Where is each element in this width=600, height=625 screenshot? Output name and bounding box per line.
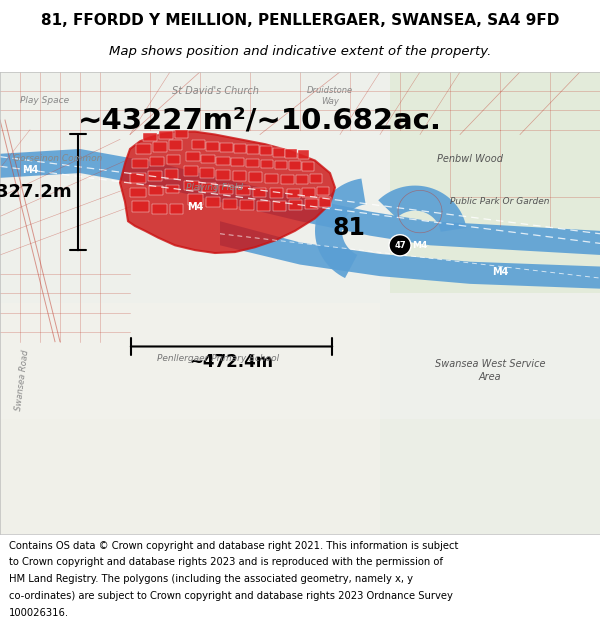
Bar	[305, 199, 318, 209]
Polygon shape	[220, 221, 600, 289]
Bar	[275, 161, 287, 169]
Bar	[165, 169, 178, 179]
Text: 81: 81	[333, 216, 366, 240]
Text: ~43227m²/~10.682ac.: ~43227m²/~10.682ac.	[78, 106, 442, 134]
Bar	[260, 146, 272, 155]
Bar	[192, 140, 205, 149]
Bar	[310, 174, 322, 182]
Polygon shape	[0, 303, 380, 534]
Text: Map shows position and indicative extent of the property.: Map shows position and indicative extent…	[109, 45, 491, 58]
Bar	[240, 200, 254, 209]
Text: co-ordinates) are subject to Crown copyright and database rights 2023 Ordnance S: co-ordinates) are subject to Crown copyr…	[9, 591, 453, 601]
Text: St David's Church: St David's Church	[172, 86, 259, 96]
Bar	[223, 199, 237, 209]
Polygon shape	[0, 72, 600, 534]
Text: Contains OS data © Crown copyright and database right 2021. This information is : Contains OS data © Crown copyright and d…	[9, 541, 458, 551]
Bar	[287, 189, 300, 198]
Bar	[273, 201, 286, 211]
Bar	[148, 171, 162, 181]
Text: ~327.2m: ~327.2m	[0, 183, 72, 201]
Polygon shape	[390, 72, 600, 294]
Text: Swansea West Service
Area: Swansea West Service Area	[435, 359, 545, 382]
Bar	[302, 162, 314, 171]
Text: M4: M4	[22, 165, 38, 175]
Bar	[184, 181, 199, 191]
Bar	[298, 150, 309, 159]
Polygon shape	[120, 132, 335, 253]
Text: 81, FFORDD Y MEILLION, PENLLERGAER, SWANSEA, SA4 9FD: 81, FFORDD Y MEILLION, PENLLERGAER, SWAN…	[41, 12, 559, 28]
Bar	[234, 144, 246, 152]
Bar	[289, 161, 301, 170]
Bar	[261, 159, 273, 168]
Text: M4: M4	[187, 202, 203, 212]
Bar	[152, 204, 167, 214]
Bar	[132, 201, 149, 212]
Text: HM Land Registry. The polygons (including the associated geometry, namely x, y: HM Land Registry. The polygons (includin…	[9, 574, 413, 584]
Bar	[319, 197, 331, 207]
Text: Swansea Road: Swansea Road	[14, 349, 30, 411]
Bar	[166, 184, 179, 193]
Text: Playing Field: Playing Field	[187, 183, 244, 192]
Bar	[236, 186, 250, 195]
Bar	[167, 155, 180, 164]
Bar	[186, 152, 200, 161]
Bar	[169, 140, 182, 150]
Bar	[285, 149, 297, 158]
Text: Penllergaer Primary School: Penllergaer Primary School	[157, 354, 279, 362]
Bar	[184, 166, 198, 176]
Bar	[200, 168, 214, 178]
Bar	[216, 157, 230, 166]
Bar	[170, 204, 183, 214]
Bar	[219, 184, 233, 194]
Bar	[130, 188, 146, 197]
Bar	[289, 200, 302, 209]
Bar	[201, 155, 215, 163]
Text: ~472.4m: ~472.4m	[189, 353, 273, 371]
Text: Gorseinon Common: Gorseinon Common	[13, 154, 103, 163]
Bar	[296, 175, 308, 184]
Polygon shape	[0, 149, 600, 255]
Bar	[202, 182, 216, 192]
Bar	[249, 172, 262, 182]
Bar	[317, 186, 329, 195]
Polygon shape	[378, 186, 466, 232]
Bar	[188, 194, 203, 205]
Bar	[220, 143, 233, 152]
Bar	[143, 132, 157, 141]
Polygon shape	[0, 419, 600, 534]
Bar	[206, 142, 219, 151]
Bar	[206, 197, 220, 207]
Bar	[130, 173, 146, 182]
Bar	[149, 186, 163, 195]
Bar	[273, 148, 285, 157]
Text: 47: 47	[394, 241, 406, 250]
Text: 100026316.: 100026316.	[9, 608, 69, 618]
Text: M4: M4	[412, 241, 428, 250]
Bar	[132, 159, 148, 168]
Text: Play Space: Play Space	[20, 96, 70, 105]
Bar	[216, 170, 230, 180]
Circle shape	[389, 235, 411, 256]
Bar	[281, 175, 294, 184]
Text: Public Park Or Garden: Public Park Or Garden	[450, 198, 550, 206]
Bar	[247, 145, 259, 154]
Bar	[175, 129, 188, 138]
Bar	[265, 174, 278, 182]
Text: Druidstone
Way: Druidstone Way	[307, 86, 353, 106]
Bar	[246, 159, 259, 168]
Text: to Crown copyright and database rights 2023 and is reproduced with the permissio: to Crown copyright and database rights 2…	[9, 558, 443, 568]
Bar	[150, 157, 164, 166]
Bar	[231, 158, 244, 166]
Bar	[136, 144, 151, 154]
Bar	[270, 189, 283, 198]
Text: M4: M4	[492, 268, 508, 278]
Bar	[253, 188, 266, 197]
Text: Penbwl Wood: Penbwl Wood	[437, 154, 503, 164]
Bar	[233, 171, 246, 181]
Bar	[302, 189, 315, 197]
Bar	[153, 142, 167, 152]
Polygon shape	[315, 179, 365, 278]
Bar	[159, 131, 173, 139]
Bar	[257, 201, 270, 211]
